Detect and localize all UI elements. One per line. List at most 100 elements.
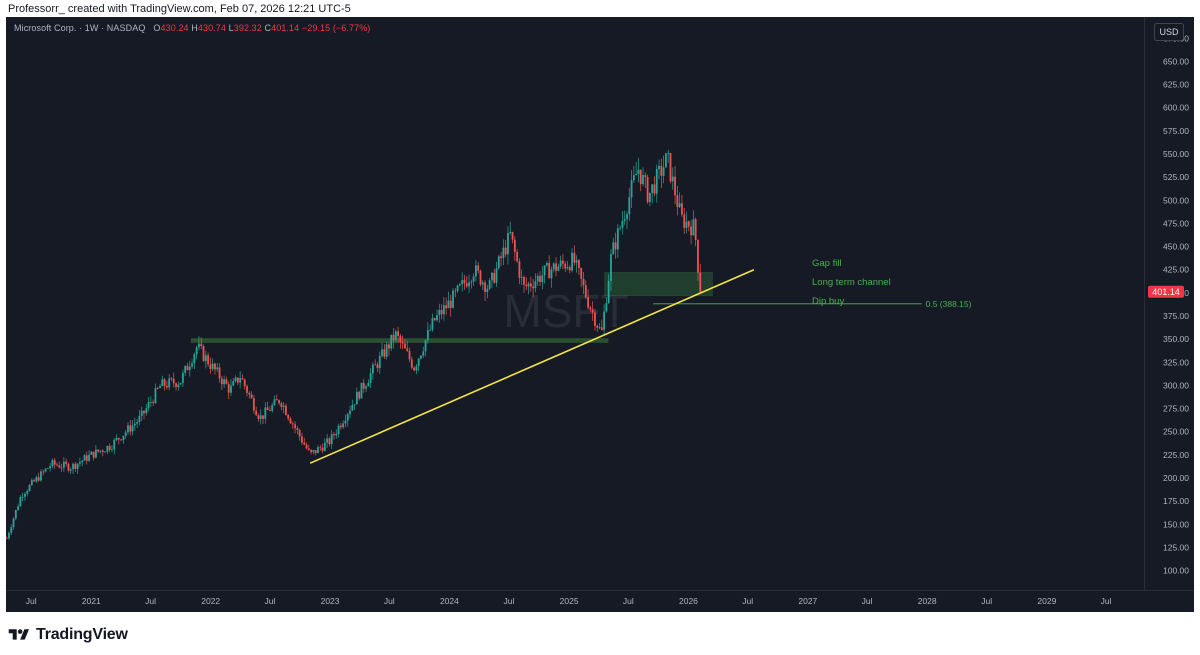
candle-body bbox=[124, 432, 127, 436]
candle-body bbox=[436, 315, 438, 321]
candle-body bbox=[456, 285, 459, 291]
candle-body bbox=[575, 260, 578, 263]
candle-body bbox=[420, 355, 422, 359]
candle-body bbox=[545, 263, 548, 266]
price-axis[interactable]: 100.00 125.00 150.00 175.00 200.00 225.00 250.… bbox=[1144, 17, 1194, 612]
candle-body bbox=[12, 518, 15, 528]
candle-body bbox=[580, 268, 583, 279]
candle-body bbox=[159, 386, 161, 389]
brand-footer: TradingView bbox=[8, 624, 128, 646]
candle-body bbox=[310, 449, 313, 453]
brand-name: TradingView bbox=[36, 626, 128, 643]
candle-body bbox=[28, 484, 31, 492]
candle-body bbox=[589, 307, 592, 310]
candle-body bbox=[282, 405, 285, 407]
candle-body bbox=[252, 398, 255, 411]
candle-body bbox=[168, 378, 171, 388]
symbol-name[interactable]: Microsoft Corp. · 1W · NASDAQ bbox=[14, 23, 146, 33]
candle-body bbox=[699, 272, 702, 292]
candle-body bbox=[562, 260, 564, 264]
candle-body bbox=[95, 449, 97, 458]
low-label: L bbox=[228, 23, 234, 33]
candle-body bbox=[285, 405, 287, 416]
candle-body bbox=[392, 334, 395, 341]
candle-body bbox=[690, 226, 692, 236]
price-tick-label: 200.00 bbox=[1163, 473, 1189, 483]
candle-body bbox=[301, 436, 303, 443]
time-tick-label: 2022 bbox=[201, 596, 220, 606]
candle-body bbox=[140, 410, 143, 416]
candle-body bbox=[660, 165, 663, 176]
candle-body bbox=[591, 309, 594, 313]
price-tick-label: 425.00 bbox=[1163, 265, 1189, 275]
candle-body bbox=[67, 463, 70, 471]
candle-body bbox=[193, 354, 196, 364]
candle-body bbox=[584, 285, 587, 298]
candle-body bbox=[85, 455, 88, 461]
candle-body bbox=[271, 405, 274, 411]
candle-body bbox=[491, 272, 493, 281]
chart-pane[interactable]: MSFT 0.5 (388.15) Gap fill Long term cha… bbox=[6, 17, 1194, 612]
candle-body bbox=[470, 281, 473, 283]
candle-body bbox=[287, 415, 290, 419]
candle-body bbox=[417, 358, 420, 367]
drawings[interactable]: 0.5 (388.15) bbox=[309, 268, 972, 464]
candle-body bbox=[65, 461, 68, 464]
candle-body bbox=[232, 381, 235, 386]
gap-fill-label: Gap fill bbox=[812, 258, 842, 269]
candle-body bbox=[24, 493, 26, 497]
candle-body bbox=[362, 382, 365, 389]
last-price-marker: 401.14 bbox=[1148, 285, 1184, 298]
candle-body bbox=[177, 384, 180, 388]
price-tick-label: 650.00 bbox=[1163, 56, 1189, 66]
candle-body bbox=[264, 407, 267, 419]
price-chart[interactable]: MSFT 0.5 (388.15) Gap fill Long term cha… bbox=[6, 17, 1194, 612]
time-tick-label: Jul bbox=[981, 596, 992, 606]
annotations: Gap fill Long term channel Dip buy bbox=[812, 258, 891, 307]
candle-body bbox=[646, 177, 649, 203]
last-price-value: 401.14 bbox=[1152, 287, 1180, 297]
currency-button[interactable]: USD bbox=[1154, 23, 1184, 41]
time-tick-label: 2023 bbox=[321, 596, 340, 606]
price-tick-label: 325.00 bbox=[1163, 357, 1189, 367]
time-tick-label: Jul bbox=[384, 596, 395, 606]
candle-body bbox=[378, 355, 381, 369]
candle-body bbox=[72, 463, 74, 470]
symbol-legend[interactable]: Microsoft Corp. · 1W · NASDAQ O430.24 H43… bbox=[14, 23, 370, 33]
candle-body bbox=[145, 408, 148, 414]
candle-body bbox=[21, 496, 24, 498]
candle-body bbox=[342, 423, 345, 428]
candle-body bbox=[372, 364, 374, 374]
candle-body bbox=[635, 174, 638, 176]
price-tick-label: 600.00 bbox=[1163, 103, 1189, 113]
price-tick-label: 525.00 bbox=[1163, 172, 1189, 182]
time-tick-label: Jul bbox=[26, 596, 37, 606]
candle-body bbox=[559, 260, 562, 267]
time-tick-label: Jul bbox=[504, 596, 515, 606]
candle-body bbox=[582, 278, 585, 286]
candle-body bbox=[644, 175, 647, 178]
candle-body bbox=[630, 180, 633, 198]
time-axis[interactable]: Jul 2021 Jul 2022 Jul 2023 Jul 2024 Jul 2025 Jul 20… bbox=[6, 590, 1194, 612]
candle-body bbox=[525, 284, 528, 287]
candle-body bbox=[69, 469, 72, 471]
candle-body bbox=[365, 386, 367, 389]
candle-body bbox=[42, 471, 45, 473]
candle-body bbox=[555, 263, 557, 271]
candle-body bbox=[259, 415, 262, 419]
chart-credit: Professorr_ created with TradingView.com… bbox=[8, 3, 351, 15]
candle-body bbox=[319, 447, 322, 449]
candle-body bbox=[19, 497, 22, 507]
candle-body bbox=[207, 355, 209, 365]
candle-body bbox=[550, 269, 553, 279]
candle-body bbox=[502, 247, 505, 259]
candle-body bbox=[344, 420, 347, 424]
candle-body bbox=[175, 383, 177, 388]
candle-body bbox=[410, 359, 413, 368]
candle-body bbox=[351, 404, 354, 411]
candle-body bbox=[520, 276, 523, 278]
price-tick-label: 175.00 bbox=[1163, 496, 1189, 506]
candle-body bbox=[170, 378, 173, 380]
close-value: 401.14 bbox=[271, 23, 300, 33]
candle-body bbox=[51, 460, 54, 467]
